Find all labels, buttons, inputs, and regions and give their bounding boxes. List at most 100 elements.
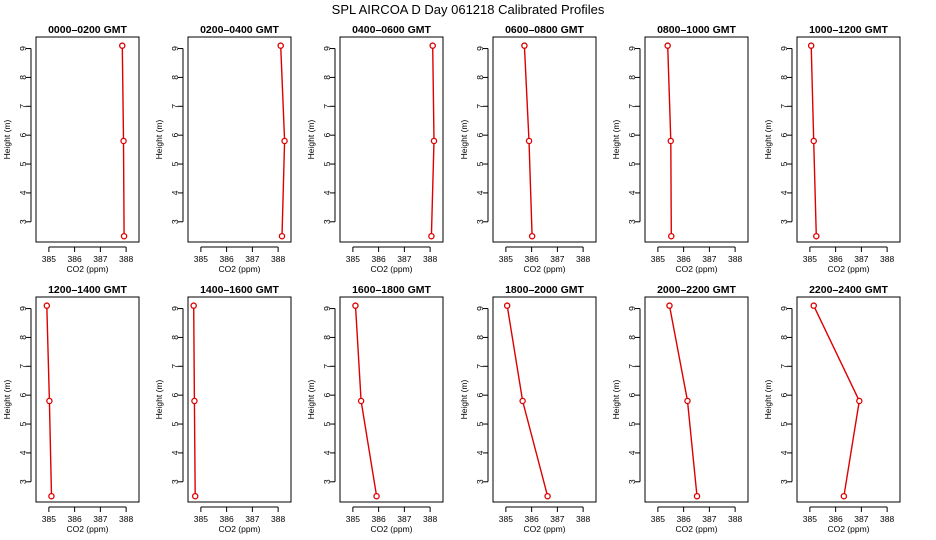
y-tick-label: 3 — [779, 479, 789, 484]
data-point — [352, 302, 359, 309]
data-point — [666, 302, 673, 309]
x-axis-label: CO2 (ppm) — [675, 524, 717, 534]
x-tick-label: 386 — [220, 254, 234, 264]
x-tick-label: 388 — [728, 254, 742, 264]
panel-title: 0400–0600 GMT — [352, 24, 431, 36]
data-point — [46, 397, 53, 405]
data-point — [503, 302, 511, 309]
y-tick-label: 8 — [170, 75, 180, 80]
y-tick-label: 7 — [627, 364, 637, 369]
data-point — [277, 42, 284, 49]
y-tick-label: 6 — [779, 133, 789, 138]
data-point — [120, 137, 127, 145]
x-axis-label: CO2 (ppm) — [827, 524, 869, 534]
x-axis-label: CO2 (ppm) — [218, 524, 260, 534]
y-tick-label: 6 — [170, 393, 180, 398]
y-tick-label: 7 — [18, 104, 28, 109]
y-tick-label: 8 — [627, 335, 637, 340]
y-tick-label: 3 — [18, 479, 28, 484]
y-tick-label: 7 — [475, 104, 485, 109]
x-tick-label: 385 — [803, 254, 817, 264]
x-tick-label: 386 — [525, 254, 539, 264]
data-point — [664, 42, 671, 49]
x-axis-label: CO2 (ppm) — [370, 524, 412, 534]
data-point — [373, 492, 380, 500]
y-tick-label: 6 — [475, 133, 485, 138]
y-tick-label: 6 — [779, 393, 789, 398]
x-tick-label: 388 — [271, 254, 285, 264]
y-tick-label: 6 — [627, 393, 637, 398]
x-tick-label: 385 — [651, 254, 665, 264]
data-point — [521, 42, 528, 49]
y-tick-label: 9 — [627, 46, 637, 51]
x-axis-label: CO2 (ppm) — [675, 264, 717, 274]
y-tick-label: 5 — [322, 161, 332, 166]
x-tick-label: 385 — [194, 514, 208, 524]
data-point — [120, 232, 128, 240]
y-tick-label: 3 — [170, 219, 180, 224]
y-axis-label: Height (m) — [154, 120, 164, 160]
panel-4: 0600–0800 GMT 385 386 387 388 CO2 (ppm) 3 4 5 6 7 8… — [459, 24, 597, 274]
y-tick-label: 5 — [322, 421, 332, 426]
y-tick-label: 5 — [779, 161, 789, 166]
y-tick-label: 3 — [627, 479, 637, 484]
x-tick-label: 388 — [119, 254, 133, 264]
x-tick-label: 388 — [576, 514, 590, 524]
y-tick-label: 8 — [18, 335, 28, 340]
data-point — [278, 232, 286, 240]
x-tick-label: 387 — [702, 254, 716, 264]
y-tick-label: 4 — [18, 190, 28, 195]
panel-6: 1000–1200 GMT 385 386 387 388 CO2 (ppm) 3 4 5 6 7 8… — [763, 24, 901, 274]
y-tick-label: 7 — [18, 364, 28, 369]
x-tick-label: 387 — [93, 514, 107, 524]
y-tick-label: 5 — [170, 421, 180, 426]
plot-frame — [187, 296, 292, 503]
plot-frame — [35, 36, 140, 243]
panel-title: 0000–0200 GMT — [48, 24, 127, 36]
x-tick-label: 385 — [42, 514, 56, 524]
data-point — [43, 302, 51, 309]
y-tick-label: 4 — [627, 190, 637, 195]
panel-12: 2200–2400 GMT 385 386 387 388 CO2 (ppm) 3 4 5 6 7 8… — [763, 284, 901, 534]
y-tick-label: 3 — [779, 219, 789, 224]
data-point — [190, 302, 197, 309]
y-tick-label: 9 — [322, 306, 332, 311]
x-tick-label: 385 — [42, 254, 56, 264]
y-tick-label: 8 — [170, 335, 180, 340]
data-point — [191, 397, 198, 405]
plot-frame — [339, 36, 444, 243]
y-tick-label: 6 — [18, 393, 28, 398]
x-tick-label: 387 — [702, 514, 716, 524]
data-point — [428, 232, 435, 240]
y-tick-label: 4 — [322, 190, 332, 195]
data-point — [528, 232, 536, 240]
plot-frame — [492, 36, 597, 243]
x-tick-label: 385 — [651, 514, 665, 524]
y-tick-label: 9 — [779, 46, 789, 51]
x-tick-label: 385 — [803, 514, 817, 524]
panel-title: 1800–2000 GMT — [505, 284, 584, 296]
x-tick-label: 388 — [576, 254, 590, 264]
y-axis-label: Height (m) — [611, 120, 621, 160]
x-tick-label: 386 — [525, 514, 539, 524]
y-tick-label: 4 — [779, 190, 789, 195]
y-axis-label: Height (m) — [611, 380, 621, 420]
x-tick-label: 385 — [499, 254, 513, 264]
data-point — [357, 397, 365, 405]
y-tick-label: 7 — [170, 364, 180, 369]
y-tick-label: 4 — [627, 450, 637, 455]
plot-frame — [796, 296, 901, 503]
x-tick-label: 388 — [119, 514, 133, 524]
x-tick-label: 385 — [194, 254, 208, 264]
x-axis-label: CO2 (ppm) — [523, 264, 565, 274]
y-tick-label: 9 — [18, 306, 28, 311]
figure-title: SPL AIRCOA D Day 061218 Calibrated Profi… — [332, 2, 605, 17]
data-point — [684, 397, 691, 405]
panel-title: 1600–1800 GMT — [352, 284, 431, 296]
data-point — [429, 42, 436, 49]
x-tick-label: 386 — [677, 254, 691, 264]
y-tick-label: 4 — [170, 190, 180, 195]
y-tick-label: 5 — [475, 421, 485, 426]
